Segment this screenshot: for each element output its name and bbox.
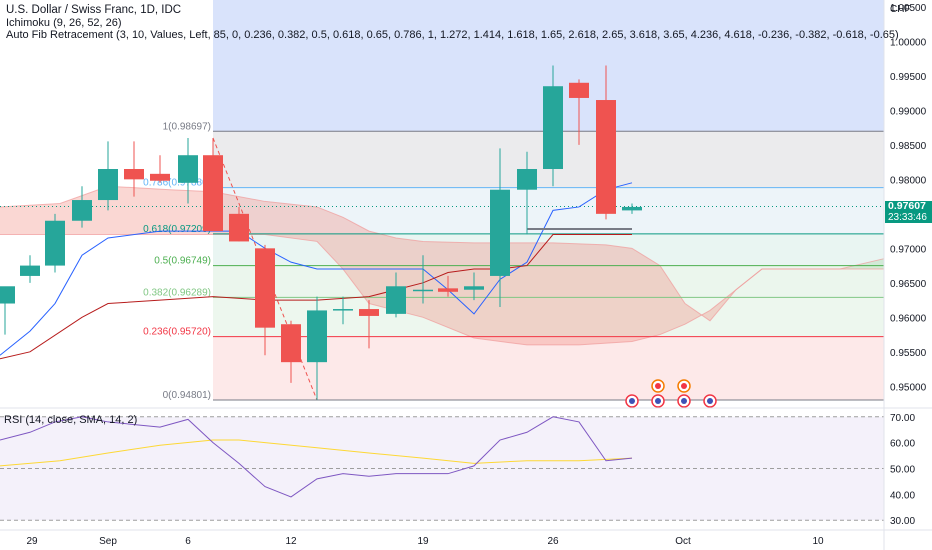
fib-label-0.382: 0.382(0.96289) bbox=[143, 287, 211, 298]
cloud-segment bbox=[632, 248, 660, 342]
candle-body bbox=[490, 189, 510, 276]
fib-label-0.786: 0.786(0.97880) bbox=[143, 178, 211, 189]
rsi-pane bbox=[0, 416, 884, 521]
flag-dot bbox=[681, 398, 687, 404]
candle-body bbox=[333, 309, 353, 311]
rsi-tick: 70.00 bbox=[890, 413, 915, 424]
senkou-b-line bbox=[0, 234, 884, 346]
fib-label-1: 1(0.98697) bbox=[163, 121, 211, 132]
flag-dot bbox=[655, 398, 661, 404]
time-tick: 29 bbox=[26, 536, 38, 547]
candle-body bbox=[98, 169, 118, 201]
fib-zone bbox=[213, 187, 884, 234]
bar-countdown: 23:33:46 bbox=[888, 212, 927, 223]
time-tick: 12 bbox=[285, 536, 297, 547]
time-tick: 19 bbox=[417, 536, 429, 547]
candle-body bbox=[543, 86, 563, 170]
event-markers bbox=[625, 379, 717, 408]
candle-body bbox=[150, 173, 170, 181]
rsi-tick: 50.00 bbox=[890, 465, 915, 476]
candles bbox=[0, 65, 642, 401]
indicator-lines bbox=[0, 182, 633, 360]
rsi-tick: 60.00 bbox=[890, 439, 915, 450]
cloud-segment bbox=[108, 186, 170, 235]
rsi-line bbox=[0, 416, 633, 498]
price-tick: 0.95500 bbox=[890, 348, 927, 359]
price-tick: 0.98500 bbox=[890, 141, 927, 152]
ichimoku-legend[interactable]: Ichimoku (9, 26, 52, 26) bbox=[6, 17, 122, 29]
fib-label-0.618: 0.618(0.97209) bbox=[143, 224, 211, 235]
currency-label: CHF bbox=[890, 4, 911, 15]
alert-event-dot bbox=[681, 383, 687, 389]
price-tick: 1.00000 bbox=[890, 37, 927, 48]
candle-body bbox=[438, 288, 458, 292]
price-tick: 0.99500 bbox=[890, 72, 927, 83]
current-price-badge: 0.97607 23:33:46 bbox=[885, 201, 932, 223]
rsi-legend[interactable]: RSI (14, close, SMA, 14, 2) bbox=[4, 414, 138, 426]
fib-label-0.236: 0.236(0.95720) bbox=[143, 327, 211, 338]
price-tick: 0.97000 bbox=[890, 244, 927, 255]
time-tick: Oct bbox=[675, 536, 691, 547]
rsi-tick: 30.00 bbox=[890, 516, 915, 527]
candle-body bbox=[72, 200, 92, 221]
candle-body bbox=[45, 220, 65, 266]
cloud-segment bbox=[265, 201, 317, 242]
fib-label-0: 0(0.94801) bbox=[163, 390, 211, 401]
cloud-segment bbox=[553, 242, 579, 345]
flag-dot bbox=[707, 398, 713, 404]
time-tick: Sep bbox=[99, 536, 117, 547]
time-tick: 6 bbox=[185, 536, 191, 547]
candle-body bbox=[359, 309, 379, 316]
cloud-segment bbox=[317, 206, 343, 270]
cloud-segment bbox=[579, 243, 606, 345]
candle-body bbox=[464, 286, 484, 290]
price-tick: 0.99000 bbox=[890, 106, 927, 117]
alert-event-dot bbox=[655, 383, 661, 389]
price-tick: 0.96500 bbox=[890, 279, 927, 290]
rsi-ma-line bbox=[0, 439, 633, 467]
fib-zone bbox=[213, 265, 884, 298]
fib-legend[interactable]: Auto Fib Retracement (3, 10, Values, Lef… bbox=[6, 29, 899, 41]
time-tick: 26 bbox=[547, 536, 559, 547]
candle-body bbox=[0, 286, 15, 304]
candle-body bbox=[386, 286, 406, 314]
cloud-segment bbox=[685, 303, 710, 325]
candle-body bbox=[517, 169, 537, 190]
cloud-segment bbox=[660, 265, 685, 335]
time-tick: 10 bbox=[812, 536, 824, 547]
candle-body bbox=[255, 248, 275, 328]
rsi-tick: 40.00 bbox=[890, 490, 915, 501]
fib-label-0.5: 0.5(0.96749) bbox=[154, 256, 211, 267]
price-tick: 0.96000 bbox=[890, 313, 927, 324]
candle-body bbox=[178, 155, 198, 183]
kijun-line bbox=[0, 234, 632, 360]
symbol-legend[interactable]: U.S. Dollar / Swiss Franc, 1D, IDC bbox=[6, 4, 182, 16]
flag-dot bbox=[629, 398, 635, 404]
candle-body bbox=[20, 265, 40, 276]
cloud-segment bbox=[606, 244, 632, 344]
cloud-segment bbox=[343, 217, 369, 304]
candle-body bbox=[596, 100, 616, 214]
price-tick: 0.98000 bbox=[890, 175, 927, 186]
candle-body bbox=[622, 206, 642, 211]
candle-body bbox=[307, 310, 327, 363]
cloud-segment bbox=[527, 242, 553, 345]
candle-body bbox=[203, 155, 223, 232]
cloud-segment bbox=[170, 189, 213, 235]
current-price: 0.97607 bbox=[888, 200, 926, 212]
price-tick: 1.00500 bbox=[890, 3, 927, 14]
price-tick: 0.95000 bbox=[890, 382, 927, 393]
tenkan-line bbox=[0, 182, 633, 356]
candle-body bbox=[124, 169, 144, 180]
candle-body bbox=[229, 213, 249, 242]
candle-body bbox=[413, 289, 433, 292]
candle-body bbox=[281, 324, 301, 363]
candle-body bbox=[569, 82, 589, 98]
